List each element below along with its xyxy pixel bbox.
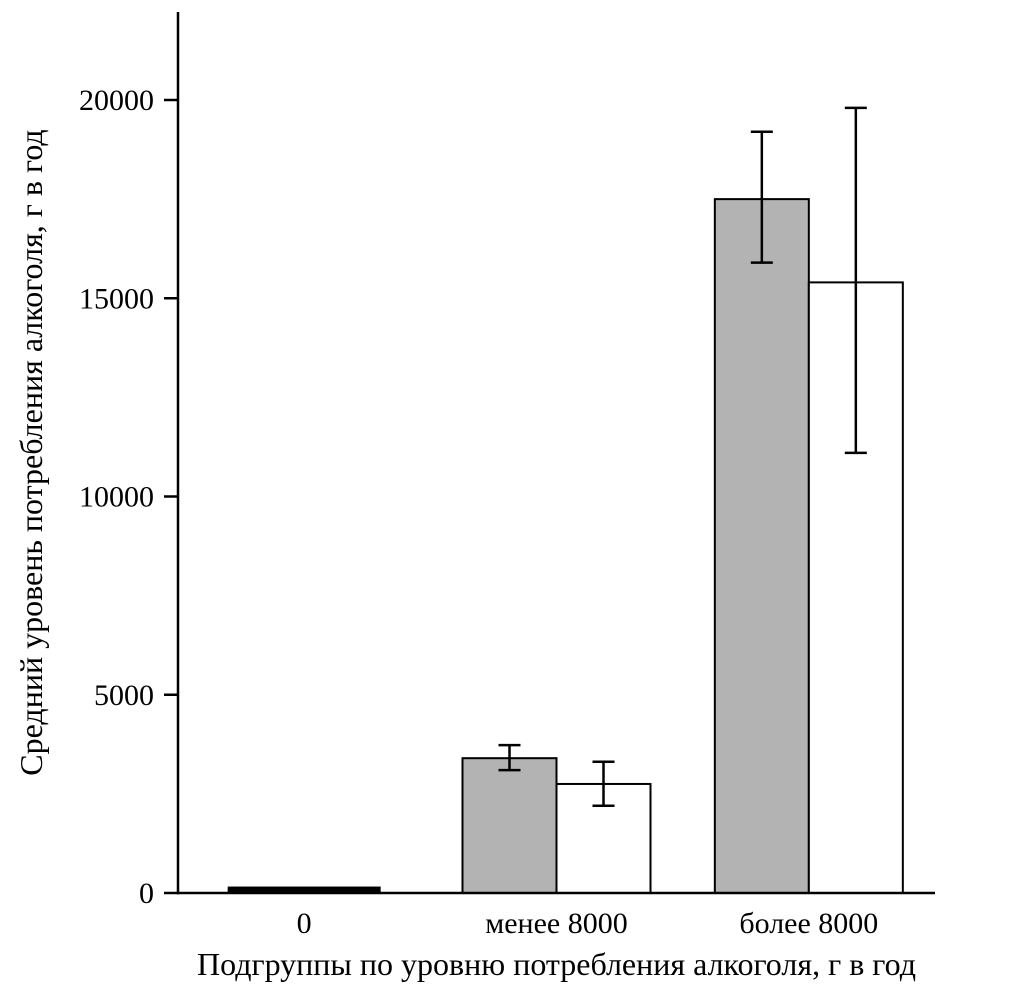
- x-tick-label: 0: [297, 907, 312, 940]
- x-axis-title: Подгруппы по уровню потребления алкоголя…: [197, 946, 916, 982]
- bar-gray-series-менее 8000: [461, 757, 558, 894]
- y-tick-label: 20000: [79, 84, 154, 117]
- y-tick-label: 0: [139, 877, 154, 910]
- bar-gray-series-более 8000: [713, 198, 810, 894]
- bar-white-series-менее 8000: [555, 782, 652, 895]
- y-tick-label: 5000: [94, 679, 154, 712]
- y-tick-label: 15000: [79, 282, 154, 315]
- y-axis-title: Средний уровень потребления алкоголя, г …: [13, 129, 49, 775]
- x-tick-label: менее 8000: [485, 907, 628, 940]
- x-tick-label: более 8000: [739, 907, 878, 940]
- y-tick-label: 10000: [79, 481, 154, 514]
